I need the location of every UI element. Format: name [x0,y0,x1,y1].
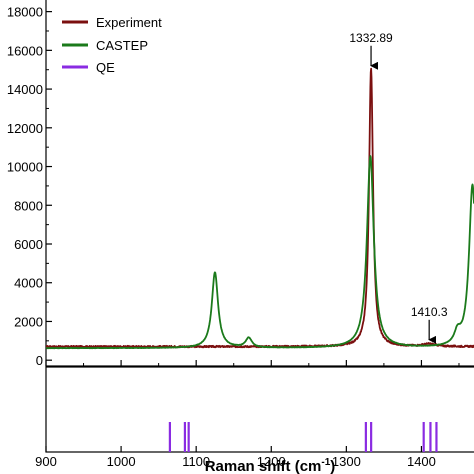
legend-item-qe: QE [62,60,115,75]
x-tick-label-1: 1000 [107,454,136,469]
legend-item-castep: CASTEP [62,38,148,53]
x-tick-label-5: 1400 [407,454,436,469]
annotations: 1332.89 1410.3 [349,31,448,344]
legend-label-castep: CASTEP [96,38,148,53]
y-axis: 0 2000 4000 6000 8000 10000 12000 14000 16000 180… [7,5,52,368]
x-tick-label-0: 900 [35,454,57,469]
legend-label-qe: QE [96,60,115,75]
y-tick-label-9: 18000 [7,5,43,20]
x-tick-label-2: 1100 [182,454,210,469]
x-tick-label-3: 1200 [257,454,286,469]
x-tick-label-4: 1300 [332,454,361,469]
legend-label-experiment: Experiment [96,15,162,30]
y-tick-label-8: 16000 [7,43,43,58]
series-layer [46,67,474,350]
y-tick-label-5: 10000 [7,160,43,175]
y-tick-label-2: 4000 [14,276,43,291]
qe-lines [168,422,438,452]
y-tick-label-3: 6000 [14,237,43,252]
y-tick-label-0: 0 [36,353,43,368]
x-axis-title-main: Raman shift (cm [205,458,322,474]
main-plot-frame [45,0,474,367]
y-tick-label-4: 8000 [14,198,43,213]
qe-subplot-frame [45,366,474,453]
y-tick-label-1: 2000 [14,314,43,329]
series-line-experiment [46,67,474,349]
x-axis-title-end: ) [330,458,335,474]
legend-item-experiment: Experiment [62,15,162,30]
legend: Experiment CASTEP QE [62,15,162,75]
series-line-castep [46,155,474,350]
annotation-label-0: 1332.89 [349,31,393,45]
y-tick-label-6: 12000 [7,121,43,136]
annotation-label-1: 1410.3 [411,305,448,319]
x-axis-title: Raman shift (cm-1) [205,457,336,474]
x-axis: 900 1000 1100 1200 1300 1400 [35,360,460,469]
x-axis-title-sup: -1 [321,457,330,468]
y-tick-label-7: 14000 [7,82,43,97]
